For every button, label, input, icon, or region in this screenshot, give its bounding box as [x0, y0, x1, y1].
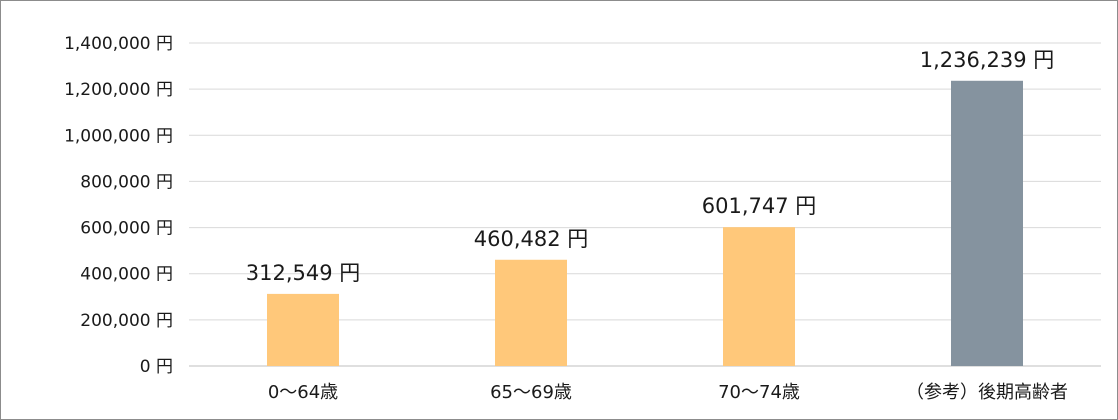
- data-label: 460,482 円: [474, 227, 589, 251]
- x-category-label: 65～69歳: [490, 382, 572, 403]
- x-category-label: 70～74歳: [718, 382, 800, 403]
- y-tick-label: 200,000 円: [80, 311, 173, 331]
- y-axis-tick-labels: 0 円 200,000 円 400,000 円 600,000 円 800,000 円 1…: [64, 34, 173, 377]
- x-axis-category-labels: 0～64歳 65～69歳 70～74歳 （参考）後期高齢者: [268, 382, 1068, 403]
- data-label: 601,747 円: [702, 194, 817, 218]
- bar: [951, 80, 1023, 366]
- bar: [723, 227, 795, 366]
- y-tick-label: 600,000 円: [80, 219, 173, 239]
- bar: [495, 259, 567, 366]
- y-tick-label: 1,200,000 円: [64, 80, 173, 100]
- y-tick-label: 1,000,000 円: [64, 126, 173, 146]
- gridlines: [189, 42, 1101, 367]
- y-tick-label: 800,000 円: [80, 172, 173, 192]
- x-category-label: 0～64歳: [268, 382, 338, 403]
- data-labels: 312,549 円 460,482 円 601,747 円 1,236,239 円: [246, 48, 1055, 285]
- bar: [267, 293, 339, 366]
- y-tick-label: 1,400,000 円: [64, 34, 173, 54]
- data-label: 312,549 円: [246, 261, 361, 285]
- y-tick-label: 0 円: [140, 357, 173, 377]
- data-label: 1,236,239 円: [920, 48, 1055, 72]
- x-category-label: （参考）後期高齢者: [906, 382, 1068, 403]
- bars: [267, 80, 1023, 366]
- y-tick-label: 400,000 円: [80, 265, 173, 285]
